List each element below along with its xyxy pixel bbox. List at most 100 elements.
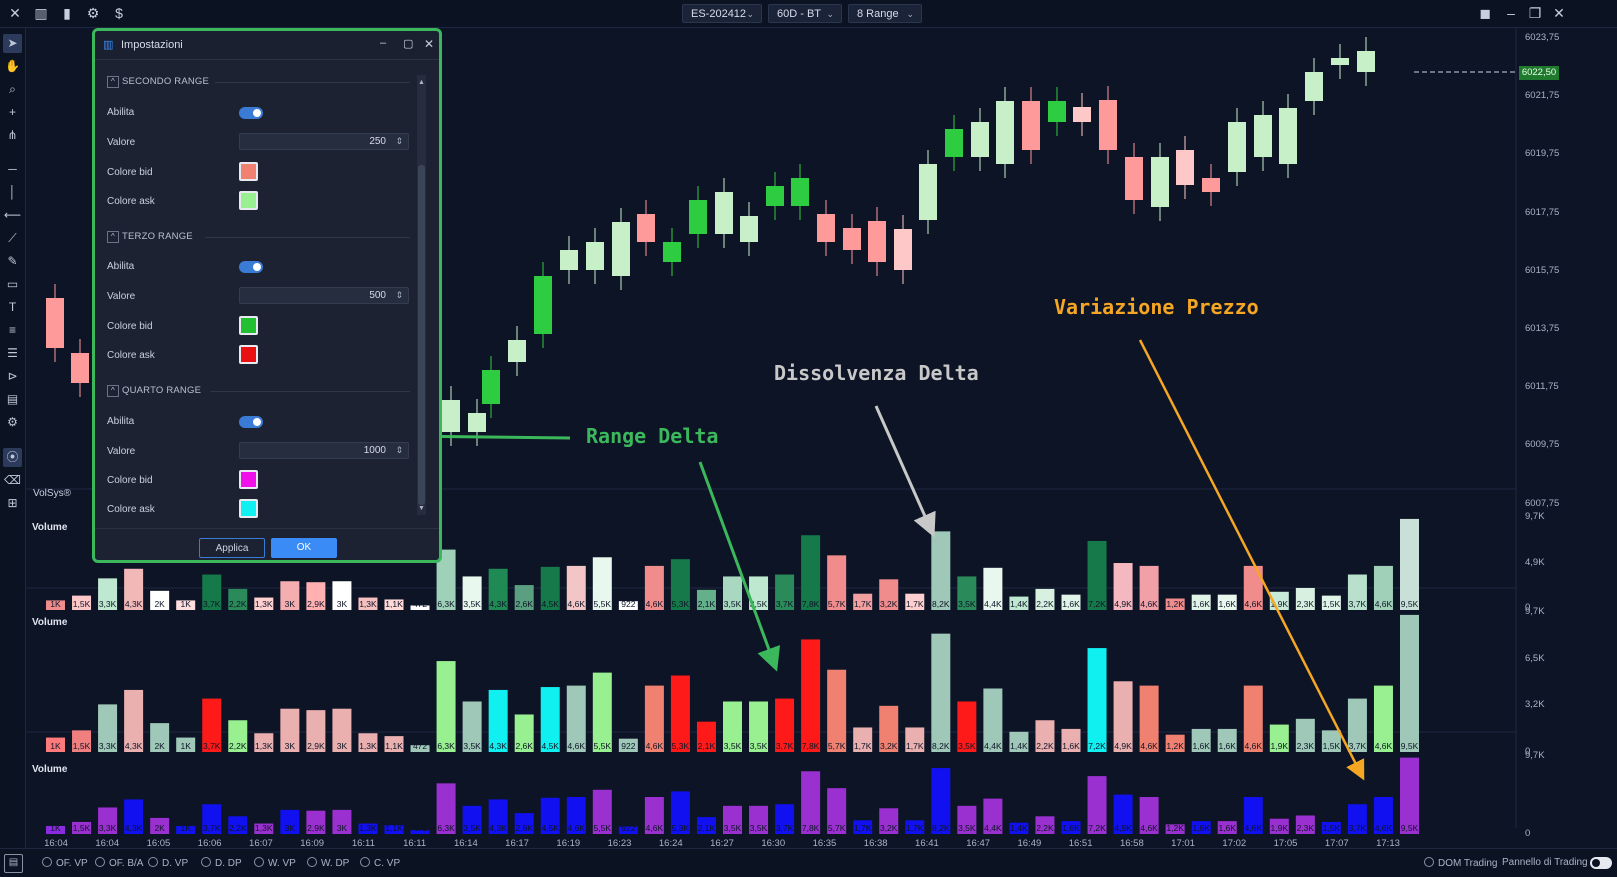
enable-toggle[interactable]	[239, 416, 263, 428]
chart-mode-option[interactable]: D. DP	[201, 857, 242, 869]
section-heading[interactable]: ^ QUARTO RANGE	[107, 385, 201, 397]
symbol-dropdown[interactable]: ES-202412 ⌄	[682, 4, 762, 23]
volume-bar-label: 5,7K	[828, 599, 846, 609]
trend-line-icon[interactable]: ⟋	[8, 231, 17, 245]
chart-mode-option[interactable]: OF. B/A	[95, 857, 143, 869]
pencil-icon[interactable]: ✎	[7, 254, 18, 268]
minimize-icon[interactable]: –	[380, 37, 387, 49]
volume-bar	[1321, 821, 1341, 834]
collapse-icon[interactable]: ^	[107, 76, 119, 88]
ask-color-swatch[interactable]	[239, 499, 258, 518]
value-stepper[interactable]: 250 ⇕	[239, 133, 409, 150]
bid-color-swatch[interactable]	[239, 162, 258, 181]
spin-icon[interactable]: ⇕	[395, 445, 403, 455]
volume-bar	[749, 576, 769, 610]
volume-bar-label: 1,7K	[906, 599, 924, 609]
volume-bar	[1243, 565, 1263, 610]
dom-trading-option[interactable]: DOM Trading	[1424, 857, 1497, 869]
scroll-down-icon[interactable]: ▼	[418, 505, 425, 512]
ray-icon[interactable]: ⟵	[3, 208, 22, 222]
chart-mode-option[interactable]: OF. VP	[42, 857, 88, 869]
chart-mode-option[interactable]: C. VP	[360, 857, 400, 869]
volume-bar-label: 2,2K	[1036, 741, 1054, 751]
minimize-icon[interactable]: –	[1507, 5, 1515, 21]
annotation-dissolvenza-delta: Dissolvenza Delta	[774, 361, 979, 385]
timeframe-dropdown[interactable]: 60D - BT ⌄	[768, 4, 842, 23]
scroll-thumb[interactable]	[418, 165, 425, 505]
rectangle-icon[interactable]: ▭	[6, 277, 19, 291]
section-heading[interactable]: ^ SECONDO RANGE	[107, 76, 209, 88]
chart-mode-option[interactable]: W. DP	[307, 857, 349, 869]
file-icon[interactable]: ▤	[6, 392, 19, 406]
app-icon: ▥	[103, 39, 114, 51]
lines-icon[interactable]: ☰	[7, 346, 18, 360]
volume-bar-label: 5,5K	[594, 823, 612, 833]
chart-mode-option[interactable]: W. VP	[254, 857, 296, 869]
volume-bar-label: 4,9K	[1114, 599, 1132, 609]
close-icon[interactable]: ✕	[9, 5, 21, 21]
volume-bar	[618, 826, 638, 834]
volume-bar-label: 2,2K	[229, 599, 247, 609]
window-square-icon[interactable]: ◼	[1479, 5, 1491, 21]
gear-icon[interactable]: ⚙	[86, 5, 100, 21]
hand-icon[interactable]: ✋	[5, 59, 20, 73]
volume-tick-label: 9,7K	[1525, 750, 1545, 761]
cursor-icon[interactable]: ➤	[3, 34, 22, 53]
dialog-title-bar[interactable]: ▥ Impostazioni – ▢ ✕	[95, 31, 439, 60]
apply-button[interactable]: Applica	[199, 538, 265, 558]
pannello-toggle[interactable]	[1590, 857, 1612, 869]
bid-color-swatch[interactable]	[239, 470, 258, 489]
volume-bar	[176, 737, 196, 752]
ok-button[interactable]: OK	[271, 538, 337, 558]
volume-bar-label: 3K	[337, 741, 348, 751]
magnet-icon[interactable]: ⋔	[7, 128, 18, 142]
enable-toggle[interactable]	[239, 107, 263, 119]
fib-icon[interactable]: ⊳	[7, 369, 18, 383]
add-layer-icon[interactable]: ⊞	[7, 496, 18, 510]
volume-bar	[566, 685, 586, 752]
maximize-icon[interactable]: ▢	[403, 38, 414, 50]
value-stepper[interactable]: 1000 ⇕	[239, 442, 409, 459]
restore-icon[interactable]: ❐	[1528, 5, 1542, 21]
collapse-icon[interactable]: ^	[107, 385, 119, 397]
bar-type-dropdown[interactable]: 8 Range ⌄	[848, 4, 922, 23]
ask-color-swatch[interactable]	[239, 191, 258, 210]
volume-bar	[853, 593, 873, 610]
keyboard-icon[interactable]: ▤	[4, 854, 23, 873]
eraser-icon[interactable]: ⌫	[4, 473, 21, 487]
settings-file-icon[interactable]: ⚙	[7, 415, 18, 429]
value-stepper[interactable]: 500 ⇕	[239, 287, 409, 304]
enable-toggle[interactable]	[239, 261, 263, 273]
price-axis[interactable]: 6023,75 6021,75 6019,75 6017,75 6015,75 6013,…	[1517, 28, 1617, 509]
zoom-icon[interactable]: ⌕	[9, 82, 16, 96]
text-icon[interactable]: T	[8, 300, 17, 314]
indicator-icon[interactable]: ⦿	[3, 448, 22, 467]
bid-color-swatch[interactable]	[239, 316, 258, 335]
volume-pane-title: Volume	[32, 522, 68, 533]
crosshair-icon[interactable]: +	[8, 105, 16, 119]
volume-bar	[1269, 818, 1289, 834]
layout-icon[interactable]: ▥	[34, 5, 48, 21]
ask-color-swatch[interactable]	[239, 345, 258, 364]
chart-mode-option[interactable]: D. VP	[148, 857, 188, 869]
list-icon[interactable]: ≡	[8, 323, 16, 337]
volume-bar	[384, 599, 404, 610]
spin-icon[interactable]: ⇕	[395, 136, 403, 146]
spin-icon[interactable]: ⇕	[395, 290, 403, 300]
chart-mode-label: W. DP	[321, 858, 350, 869]
chart-bars-icon[interactable]: ▮	[63, 5, 71, 21]
dialog-scrollbar[interactable]: ▲ ▼	[417, 75, 426, 515]
dollar-icon[interactable]: $	[115, 5, 123, 21]
close-icon[interactable]: ✕	[424, 37, 435, 51]
horizontal-line-icon[interactable]: ─	[8, 162, 17, 176]
chart-area[interactable]: 1K 1,5K 3,3K 4,3K 2K 1K 3,7K 2,2K 1,3K 3K 2,9K 3K 1,…	[26, 28, 1557, 848]
vertical-line-icon[interactable]: │	[8, 185, 17, 199]
volume-bar-label: 3K	[337, 823, 348, 833]
collapse-icon[interactable]: ^	[107, 231, 119, 243]
scroll-up-icon[interactable]: ▲	[418, 79, 425, 86]
section-heading[interactable]: ^ TERZO RANGE	[107, 231, 193, 243]
volume-bar	[775, 804, 795, 834]
volume-bar	[592, 789, 612, 834]
window-close-icon[interactable]: ✕	[1553, 5, 1565, 21]
volume-bar-label: 1,9K	[1271, 741, 1289, 751]
